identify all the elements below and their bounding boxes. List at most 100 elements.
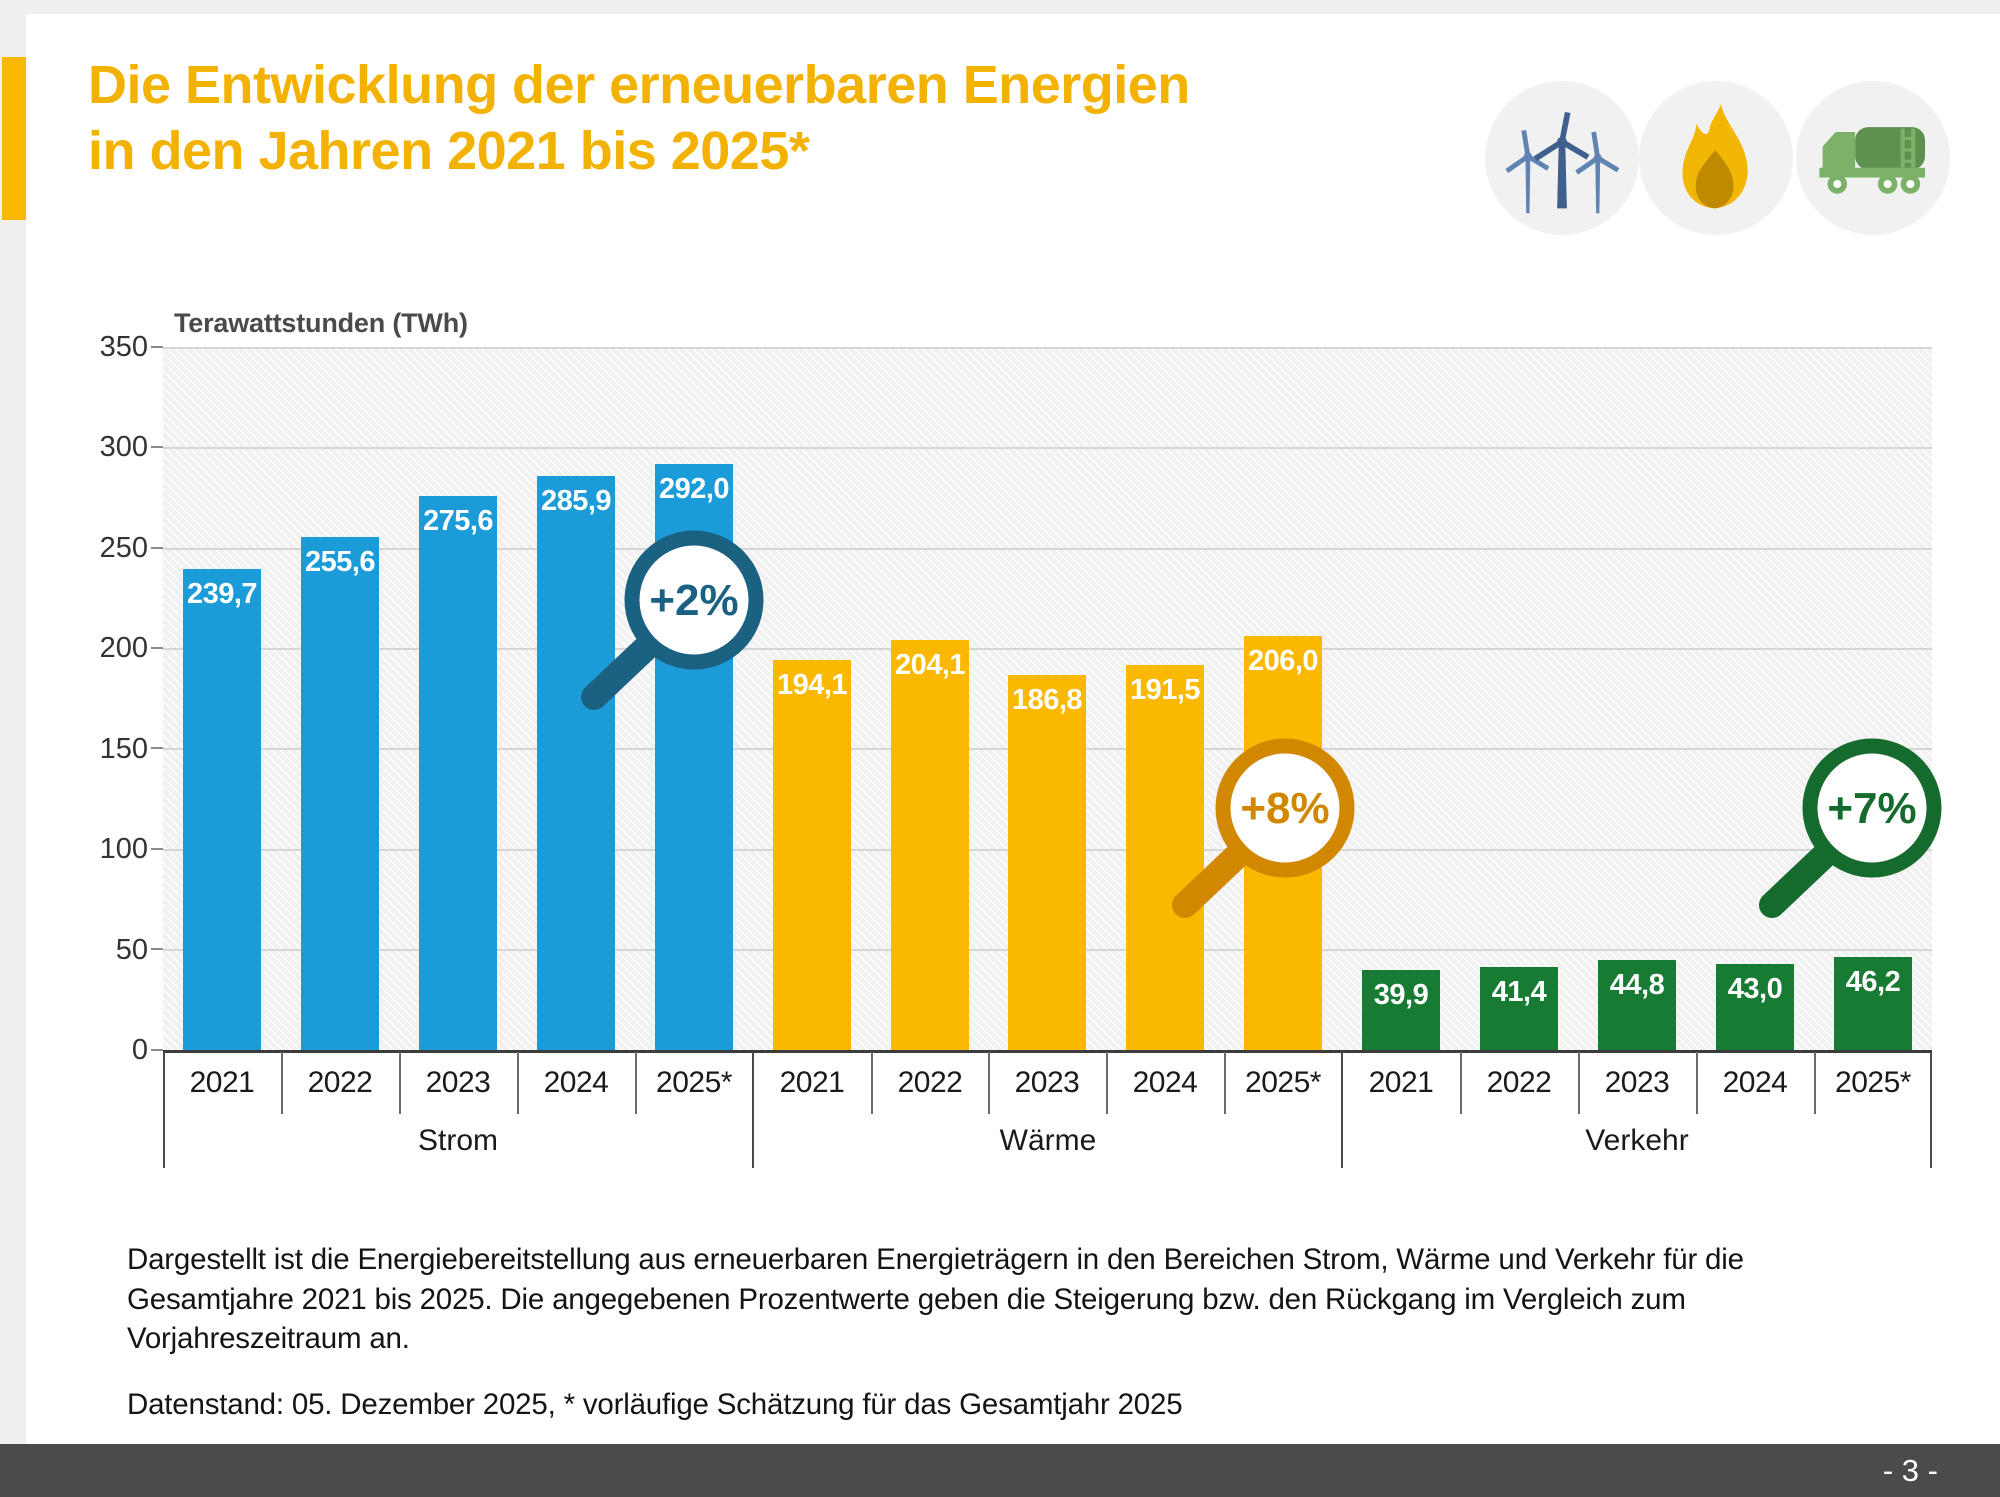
year-separator: [517, 1052, 519, 1114]
year-separator: [988, 1052, 990, 1114]
axis-border: [1930, 1052, 1932, 1168]
bar-cell: 206,0: [1224, 347, 1342, 1050]
bar-cell: 191,5: [1106, 347, 1224, 1050]
page-title: Die Entwicklung der erneuerbaren Energie…: [88, 52, 1190, 184]
bar-value-label: 186,8: [1011, 683, 1083, 716]
bar-waerme-2024: 191,5: [1126, 665, 1204, 1050]
y-tick-label: 0: [131, 1034, 148, 1066]
gridline-250: [163, 548, 1932, 550]
year-label: 2021: [779, 1066, 845, 1099]
year-separator: [1578, 1052, 1580, 1114]
bar-value-label: 43,0: [1727, 972, 1783, 1005]
year-label: 2023: [1014, 1066, 1080, 1099]
gridline-350: [163, 347, 1932, 349]
bar-strom-2022: 255,6: [301, 536, 379, 1050]
top-strip: [0, 0, 2000, 14]
page-title-line1: Die Entwicklung der erneuerbaren Energie…: [88, 55, 1190, 115]
footnote-line2: Gesamtjahre 2021 bis 2025. Die angegeben…: [127, 1282, 1686, 1316]
gridline-200: [163, 648, 1932, 650]
bar-waerme-2021: 194,1: [773, 660, 851, 1050]
bar-value-label: 255,6: [304, 545, 376, 578]
y-tick-label: 150: [99, 733, 148, 765]
group-label-strom: Strom: [417, 1124, 498, 1157]
bar-value-label: 194,1: [776, 669, 848, 702]
year-label: 2025*: [1835, 1066, 1911, 1099]
axis-border: [752, 1052, 754, 1168]
y-tick: [151, 446, 163, 448]
page-title-line2: in den Jahren 2021 bis 2025*: [88, 121, 810, 181]
magnifier-badge-strom: +2%: [581, 530, 764, 710]
wind-turbines-graphic: [1505, 111, 1620, 214]
y-tick-label: 350: [99, 331, 148, 363]
year-label: 2021: [189, 1066, 255, 1099]
bar-verkehr-2022: 41,4: [1480, 966, 1558, 1050]
bar-waerme-2022: 204,1: [891, 640, 969, 1050]
bar-cell: 44,8: [1578, 347, 1696, 1050]
flame-icon: [1639, 81, 1793, 235]
y-tick: [151, 1049, 163, 1051]
bar-value-label: 44,8: [1609, 969, 1665, 1002]
title-accent-bar: [2, 57, 26, 220]
bar-cell: 204,1: [871, 347, 989, 1050]
badge-percent-strom: +2%: [649, 576, 738, 625]
year-separator: [1814, 1052, 1816, 1114]
tanker-truck-icon: [1796, 81, 1950, 235]
tanker-truck-graphic: [1819, 127, 1925, 194]
bar-value-label: 39,9: [1373, 978, 1429, 1011]
x-axis-baseline: [163, 1050, 1932, 1053]
y-tick: [151, 848, 163, 850]
bar-value-label: 204,1: [894, 649, 966, 682]
year-label: 2024: [1132, 1066, 1198, 1099]
bar-value-label: 285,9: [540, 484, 612, 517]
bar-strom-2024: 285,9: [537, 475, 615, 1050]
year-separator: [871, 1052, 873, 1114]
footer-bar: - 3 -: [0, 1444, 2000, 1497]
bar-cell: 194,1: [753, 347, 871, 1050]
bar-waerme-2023: 186,8: [1008, 674, 1086, 1050]
y-tick-label: 250: [99, 532, 148, 564]
wind-turbines-icon: [1485, 81, 1639, 235]
y-tick: [151, 346, 163, 348]
y-tick: [151, 547, 163, 549]
axis-border: [163, 1052, 165, 1168]
footnote-line3: Vorjahreszeitraum an.: [127, 1322, 410, 1355]
year-separator: [281, 1052, 283, 1114]
bar-value-label: 275,6: [422, 505, 494, 538]
badge-percent-waerme: +8%: [1240, 784, 1329, 833]
year-label: 2023: [1604, 1066, 1670, 1099]
year-label: 2022: [897, 1066, 963, 1099]
bar-cell: 255,6: [281, 347, 399, 1050]
year-label: 2025*: [1245, 1066, 1321, 1099]
y-tick: [151, 948, 163, 950]
year-label: 2022: [1486, 1066, 1552, 1099]
bar-cell: 186,8: [988, 347, 1106, 1050]
bar-cell: 43,0: [1696, 347, 1814, 1050]
year-separator: [1460, 1052, 1462, 1114]
group-label-verkehr: Verkehr: [1585, 1124, 1689, 1157]
year-separator: [1106, 1052, 1108, 1114]
year-label: 2025*: [656, 1066, 732, 1099]
bar-strom-2021: 239,7: [183, 568, 261, 1050]
y-tick-label: 300: [99, 431, 148, 463]
magnifier-badge-waerme: +8%: [1172, 738, 1355, 918]
flame-graphic: [1682, 104, 1748, 209]
year-label: 2022: [307, 1066, 373, 1099]
footnote: Dargestellt ist die Energiebereitstellun…: [127, 1240, 1744, 1359]
bar-value-label: 292,0: [658, 472, 730, 505]
y-tick-label: 50: [115, 934, 148, 966]
y-tick: [151, 747, 163, 749]
left-strip: [0, 0, 26, 1444]
bar-verkehr-2021: 39,9: [1362, 969, 1440, 1050]
bar-cell: 275,6: [399, 347, 517, 1050]
year-separator: [635, 1052, 637, 1114]
year-label: 2024: [543, 1066, 609, 1099]
bar-value-label: 41,4: [1491, 975, 1547, 1008]
year-separator: [399, 1052, 401, 1114]
axis-border: [1341, 1052, 1343, 1168]
bar-cell: 41,4: [1460, 347, 1578, 1050]
group-label-waerme: Wärme: [999, 1124, 1097, 1157]
year-separator: [1224, 1052, 1226, 1114]
y-axis-unit-label: Terawattstunden (TWh): [174, 308, 468, 338]
bar-verkehr-2025: 46,2: [1834, 957, 1912, 1050]
